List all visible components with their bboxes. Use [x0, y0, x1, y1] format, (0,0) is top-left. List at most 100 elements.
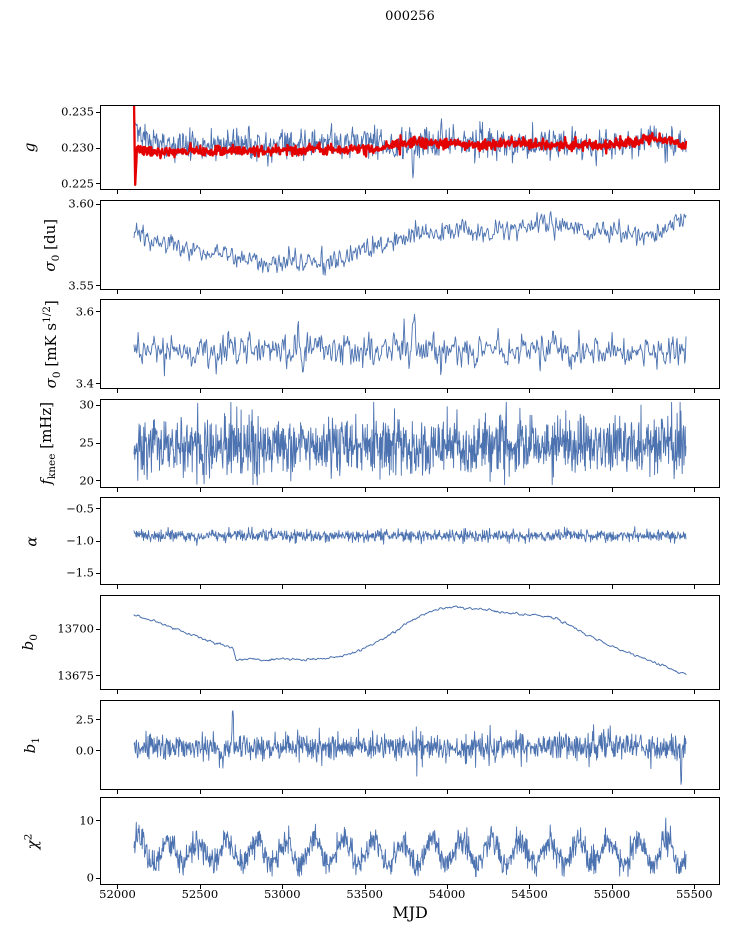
y-axis-label-seg: g [20, 142, 39, 153]
plot-area-b0 [133, 605, 687, 675]
chart-title: 000256 [385, 9, 435, 24]
y-axis-label-seg: b [20, 743, 39, 754]
y-tick-mark [96, 820, 100, 822]
x-tick-mark [447, 290, 449, 294]
x-tick-mark [364, 690, 366, 694]
x-tick-mark [364, 488, 366, 492]
y-tick-mark [96, 111, 100, 113]
y-tick-label: 3.6 [75, 303, 94, 318]
x-tick-mark [282, 389, 284, 393]
y-axis-label-seg: b [18, 641, 37, 651]
x-tick-mark [282, 585, 284, 589]
x-tick-mark [447, 389, 449, 393]
x-tick-mark [447, 790, 449, 794]
x-tick-mark [117, 190, 119, 194]
y-axis-label-seg: σ [40, 261, 59, 272]
y-tick-label: 0.0 [75, 742, 94, 757]
y-tick-mark [96, 311, 100, 313]
x-tick-mark [529, 389, 531, 393]
x-tick-mark [611, 690, 613, 694]
y-tick-label: 2.5 [75, 711, 94, 726]
subplot-alpha: −0.5 −1.0 −1.5 [66, 497, 720, 589]
x-tick-mark [199, 790, 201, 794]
y-axis-label-seg: 2 [22, 833, 35, 840]
y-tick-label: 3.60 [68, 196, 94, 211]
x-tick-label: 54000 [428, 887, 466, 901]
x-tick-mark [199, 389, 201, 393]
x-tick-mark [117, 690, 119, 694]
subplot-fknee: 30 25 20 [79, 399, 720, 492]
x-tick-label: 52000 [99, 887, 136, 901]
subplot-sigma0-mks: 3.6 3.4 [76, 299, 720, 393]
y-axis-label-seg: [du] [40, 218, 59, 255]
y-axis-label-text: χ2 [22, 833, 42, 849]
series-alpha [133, 526, 687, 546]
series-fknee [133, 401, 687, 486]
y-axis-label-seg: 1/2 [40, 305, 53, 323]
y-tick-mark [96, 404, 100, 406]
y-tick-label: 0.225 [61, 176, 94, 191]
x-tick-mark [447, 885, 449, 889]
x-tick-mark [694, 690, 696, 694]
x-tick-label: 55500 [675, 887, 713, 901]
x-tick-mark [447, 585, 449, 589]
subplot-sigma0-du: 3.60 3.55 [68, 198, 720, 294]
y-tick-mark [96, 480, 100, 482]
x-tick-mark [199, 488, 201, 492]
y-axis-label-sigma0-du: σ0 [du] [7, 200, 97, 290]
y-axis-label-seg: 0 [27, 634, 40, 642]
y-axis-label-text: b0 [18, 634, 40, 651]
x-tick-mark [199, 190, 201, 194]
subplot-b0: 13700 13675 [57, 595, 720, 694]
x-tick-mark [364, 190, 366, 194]
y-tick-mark [96, 628, 100, 630]
y-axis-label-seg: 0 [50, 371, 63, 378]
y-axis-label-seg: f [36, 479, 55, 485]
x-tick-mark [694, 488, 696, 492]
y-axis-label-text: fknee [mHz] [36, 402, 58, 485]
y-tick-mark [96, 203, 100, 205]
y-tick-label: 13700 [57, 621, 94, 636]
plot-area-alpha [133, 526, 687, 546]
y-axis-label-seg: 0 [49, 254, 62, 262]
x-tick-mark [529, 190, 531, 194]
x-axis-label: MJD [392, 903, 428, 922]
y-axis-label-seg: χ [23, 839, 42, 849]
y-tick-mark [96, 877, 100, 879]
x-tick-mark [447, 488, 449, 492]
y-tick-label: 3.55 [68, 277, 94, 292]
y-tick-mark [96, 540, 100, 542]
x-tick-mark [529, 690, 531, 694]
x-tick-mark [529, 488, 531, 492]
x-tick-mark [117, 885, 119, 889]
y-tick-label: 0.230 [61, 140, 94, 155]
subplot-g: 0.235 0.230 0.225 [61, 105, 720, 194]
x-tick-mark [364, 885, 366, 889]
x-tick-mark [199, 885, 201, 889]
y-tick-label: 0.235 [61, 104, 94, 119]
x-tick-mark [529, 790, 531, 794]
y-tick-mark [96, 719, 100, 721]
y-tick-mark [96, 442, 100, 444]
x-tick-mark [364, 585, 366, 589]
x-tick-mark [694, 389, 696, 393]
y-axis-label-seg: 1 [29, 736, 42, 744]
y-axis-label-b1: b1 [0, 700, 77, 790]
y-axis-label-text: σ0 [mK s1/2] [40, 300, 63, 388]
x-tick-mark [611, 190, 613, 194]
x-tick-label: 53000 [263, 887, 301, 901]
plot-area-b1 [133, 710, 687, 785]
x-tick-mark [117, 290, 119, 294]
x-tick-mark [282, 885, 284, 889]
x-tick-mark [529, 290, 531, 294]
y-tick-mark [96, 572, 100, 574]
x-tick-mark [694, 190, 696, 194]
y-axis-label-chi2: χ2 [0, 797, 77, 885]
x-tick-label: 54500 [511, 887, 548, 901]
plot-area-fknee [133, 401, 687, 486]
x-tick-label: 55000 [593, 887, 631, 901]
x-tick-mark [611, 790, 613, 794]
x-tick-mark [694, 585, 696, 589]
y-axis-label-text: g [20, 142, 39, 153]
